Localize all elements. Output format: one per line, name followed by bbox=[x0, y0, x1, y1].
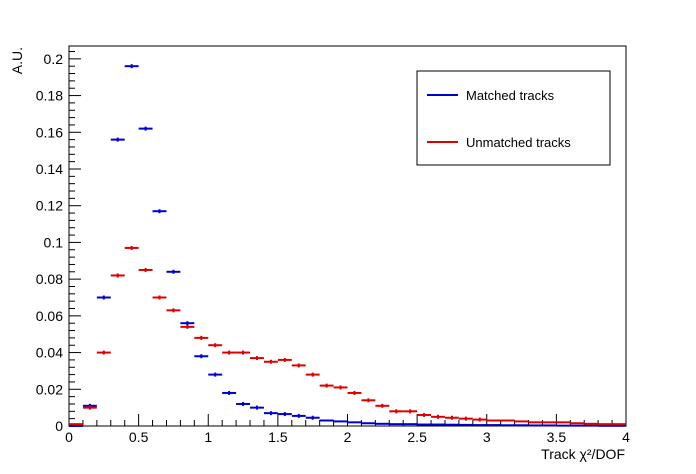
y-tick-label: 0.12 bbox=[36, 198, 63, 214]
y-tick-label: 0.1 bbox=[44, 234, 64, 250]
y-tick-label: 0.14 bbox=[36, 161, 63, 177]
y-tick-label: 0.08 bbox=[36, 271, 63, 287]
y-tick-label: 0 bbox=[55, 418, 63, 434]
x-tick-label: 4 bbox=[622, 429, 630, 445]
y-axis: 0 0.02 0.04 0.06 0.08 0.1 0.12 0.14 0.16 0.18 0.2 bbox=[36, 51, 81, 434]
legend-box bbox=[416, 70, 611, 166]
series-unmatched bbox=[69, 245, 626, 426]
x-axis-label: Track χ²/DOF bbox=[541, 446, 625, 462]
x-tick-label: 2.5 bbox=[407, 429, 427, 445]
x-tick-label: 3.5 bbox=[547, 429, 567, 445]
y-tick-label: 0.16 bbox=[36, 124, 63, 140]
series-layer bbox=[69, 64, 626, 427]
x-tick-label: 1 bbox=[204, 429, 212, 445]
series-matched bbox=[69, 64, 626, 427]
x-tick-label: 0 bbox=[65, 429, 73, 445]
x-tick-label: 3 bbox=[483, 429, 491, 445]
x-tick-label: 2 bbox=[344, 429, 352, 445]
legend: Matched tracks Unmatched tracks bbox=[416, 70, 611, 166]
y-tick-label: 0.18 bbox=[36, 88, 63, 104]
y-tick-label: 0.04 bbox=[36, 345, 63, 361]
y-tick-label: 0.06 bbox=[36, 308, 63, 324]
x-tick-label: 0.5 bbox=[129, 429, 149, 445]
legend-label-unmatched: Unmatched tracks bbox=[466, 135, 571, 150]
x-tick-label: 1.5 bbox=[268, 429, 288, 445]
y-tick-label: 0.2 bbox=[44, 51, 64, 67]
legend-label-matched: Matched tracks bbox=[466, 88, 555, 103]
y-tick-label: 0.02 bbox=[36, 381, 63, 397]
y-axis-label: A.U. bbox=[9, 47, 25, 74]
x-axis: 0 0.5 1 1.5 2 2.5 3 3.5 4 bbox=[65, 414, 630, 445]
